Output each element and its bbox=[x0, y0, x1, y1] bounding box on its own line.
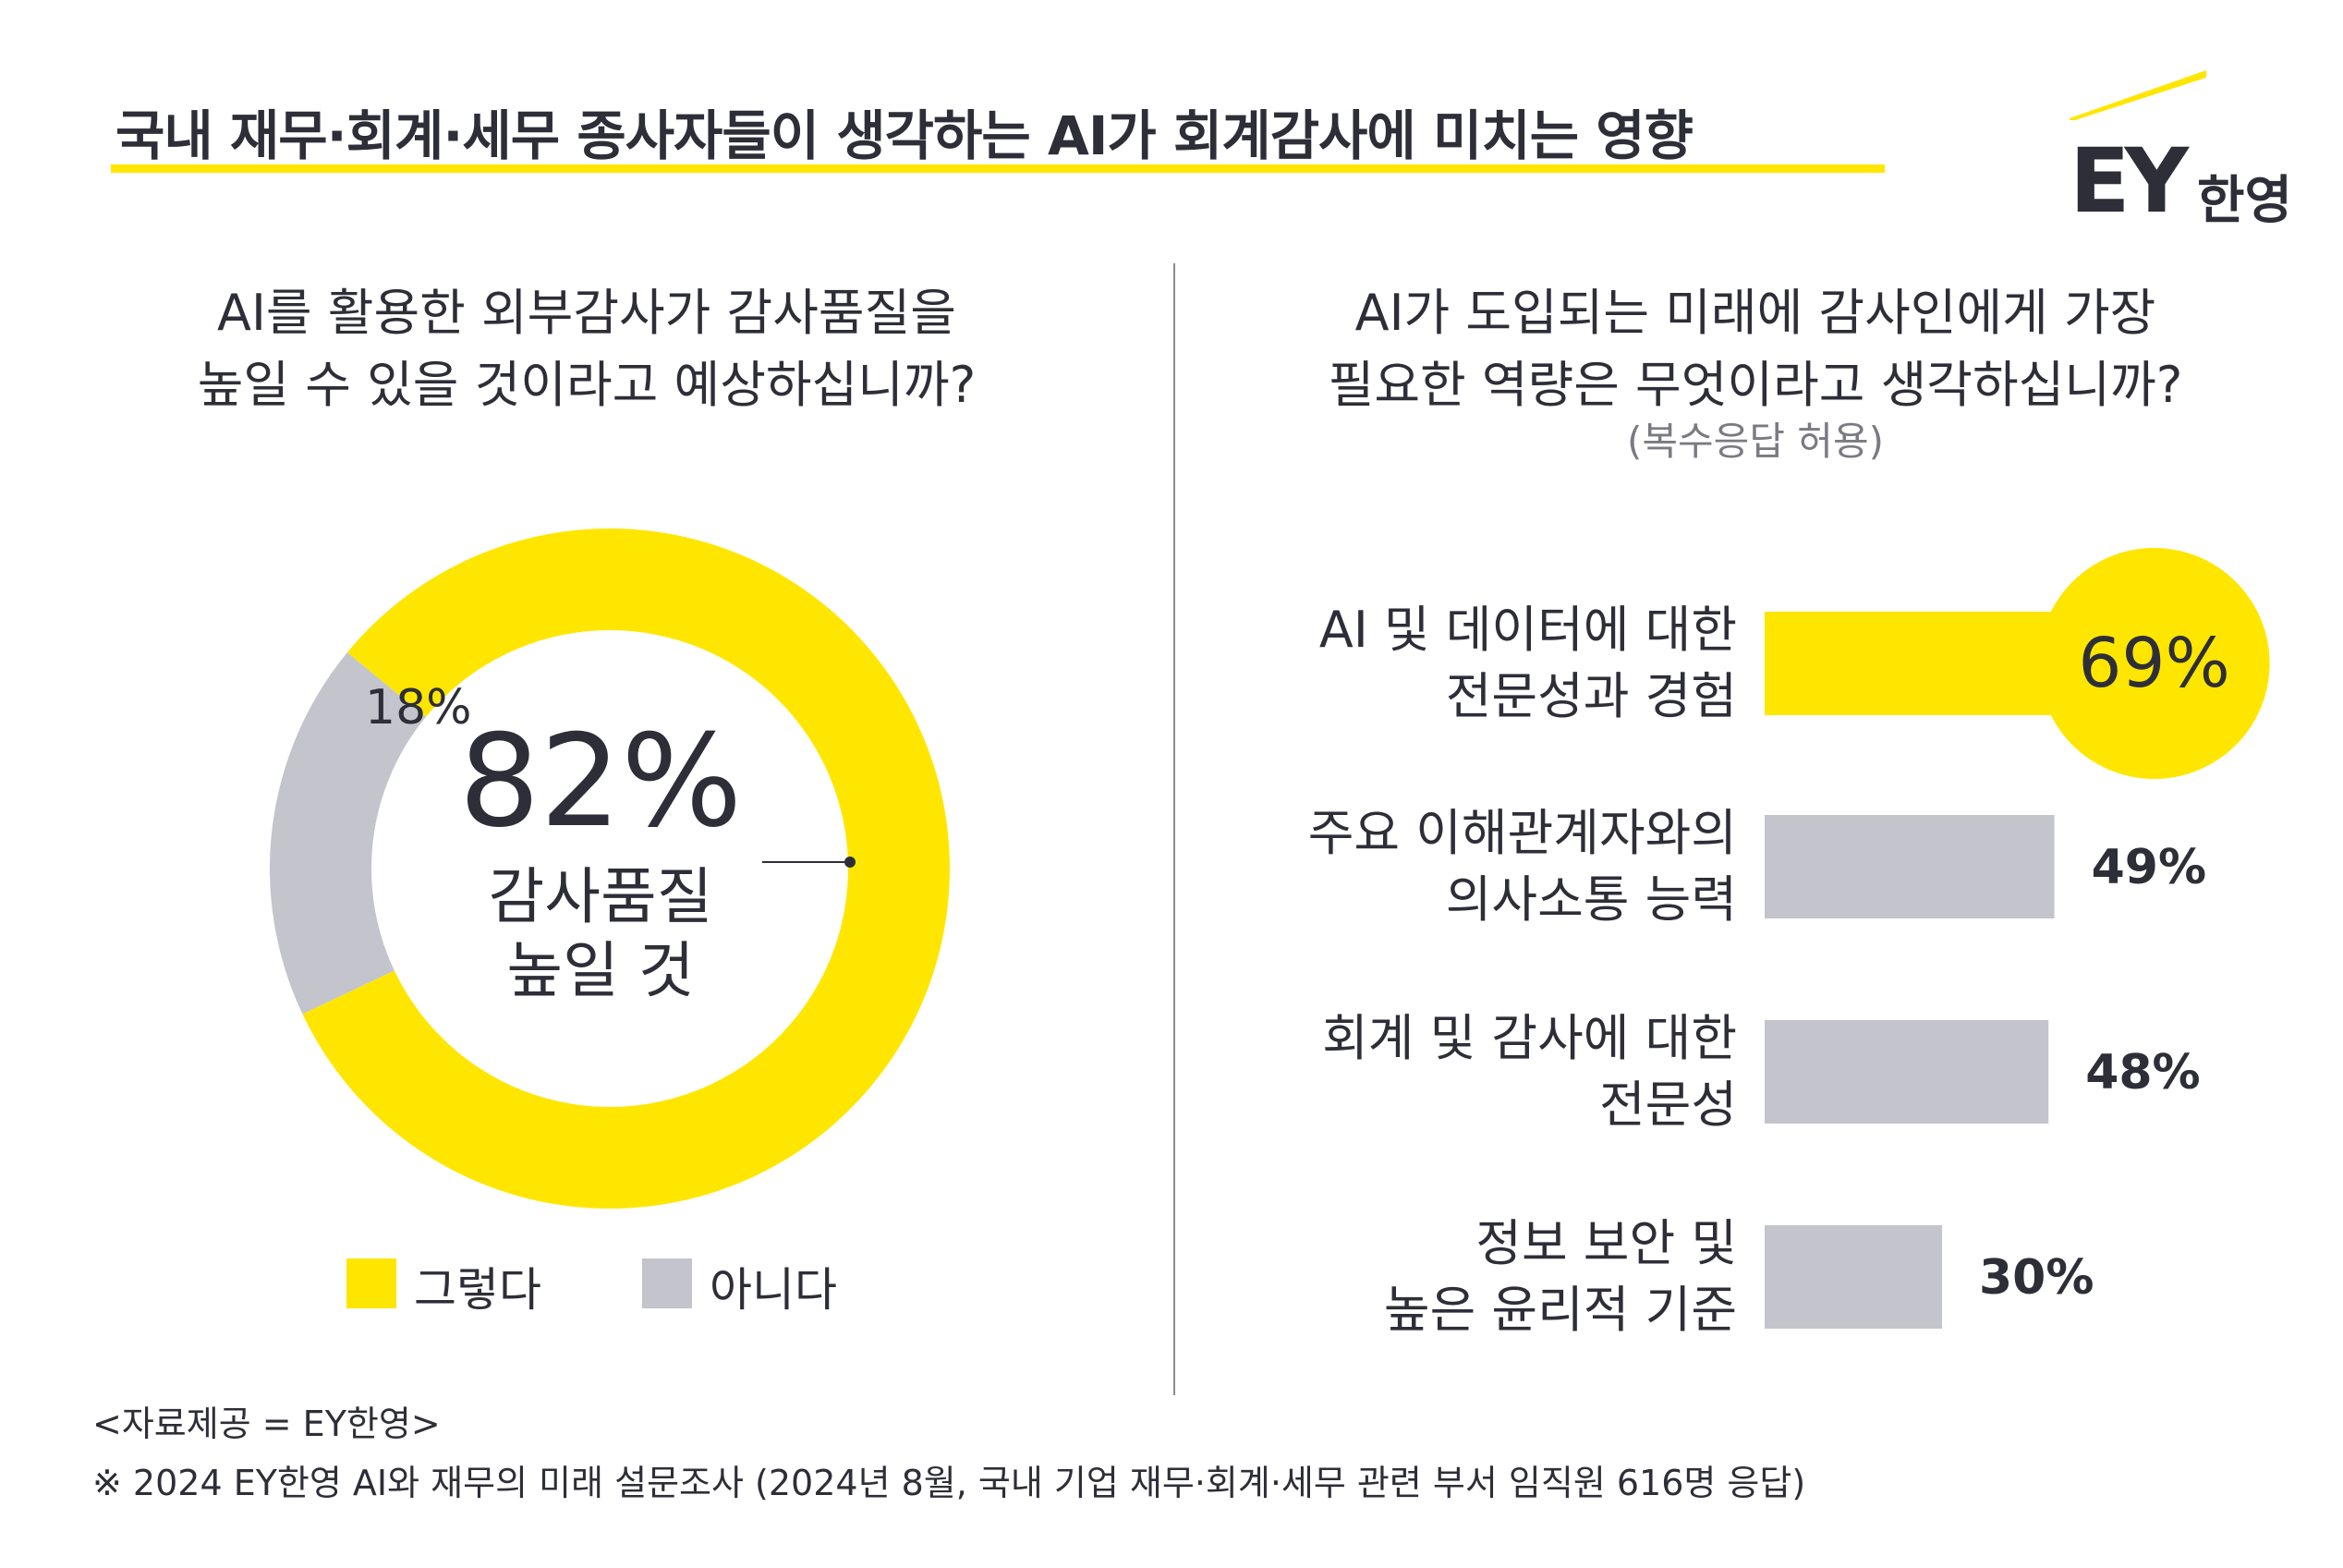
bar-category-label: 회계 및 감사에 대한 전문성 bbox=[1146, 1005, 1737, 1138]
title-underline bbox=[111, 164, 1885, 173]
right-question: AI가 도입되는 미래에 감사인에게 가장 필요한 역량은 무엇이라고 생각하십… bbox=[1201, 277, 2310, 421]
legend-label-no: 아니다 bbox=[710, 1263, 837, 1317]
donut-chart: 18% 82% 감사품질 높일 것 bbox=[269, 529, 951, 1209]
bar-category-label: 주요 이해관계자와의 의사소통 능력 bbox=[1146, 800, 1737, 933]
right-question-line: AI가 도입되는 미래에 감사인에게 가장 bbox=[1354, 284, 2156, 342]
ey-logo-beam-icon bbox=[2070, 70, 2206, 120]
legend-swatch-no bbox=[642, 1258, 692, 1308]
multiple-response-note: (복수응답 허용) bbox=[1627, 419, 1884, 464]
highlight-circle bbox=[2038, 548, 2270, 779]
left-question-line: 높일 수 있을 것이라고 예상하십니까? bbox=[197, 356, 977, 414]
bar-chart: 69% 49% 48% 30% bbox=[1765, 548, 2270, 1329]
bar-value-label: 49% bbox=[2092, 840, 2206, 895]
bar-category-label: AI 및 데이터에 대한 전문성과 경험 bbox=[1146, 597, 1737, 730]
bar-category-line: 전문성과 경험 bbox=[1445, 667, 1737, 725]
legend-label-yes: 그렇다 bbox=[414, 1263, 541, 1317]
bar bbox=[1765, 1225, 1942, 1329]
bar-category-line: AI 및 데이터에 대한 bbox=[1318, 601, 1737, 659]
legend-swatch-yes bbox=[346, 1258, 396, 1308]
bar-category-line: 회계 및 감사에 대한 bbox=[1322, 1009, 1737, 1067]
bar-category-line: 전문성 bbox=[1598, 1076, 1737, 1134]
bar-category-label: 정보 보안 및 높은 윤리적 기준 bbox=[1146, 1210, 1737, 1343]
donut-slice-yes bbox=[302, 529, 951, 1209]
center-caption-line: 감사품질 bbox=[489, 861, 713, 932]
page-title: 국내 재무·회계·세무 종사자들이 생각하는 AI가 회계감사에 미치는 영향 bbox=[115, 104, 1694, 167]
ey-logo: EY bbox=[2070, 129, 2189, 233]
ey-logo-sub: 한영 bbox=[2197, 171, 2293, 231]
bar bbox=[1765, 815, 2055, 918]
bar-category-line: 의사소통 능력 bbox=[1445, 870, 1737, 929]
source-credit: <자료제공 = EY한영> bbox=[92, 1404, 441, 1444]
left-question: AI를 활용한 외부감사가 감사품질을 높일 수 있을 것이라고 예상하십니까? bbox=[92, 277, 1081, 421]
survey-note: ※ 2024 EY한영 AI와 재무의 미래 설문조사 (2024년 8월, 국… bbox=[92, 1463, 1806, 1503]
bar-category-line: 높은 윤리적 기준 bbox=[1383, 1281, 1737, 1339]
bar-category-line: 주요 이해관계자와의 bbox=[1307, 804, 1737, 862]
bar-value-label: 30% bbox=[1979, 1250, 2094, 1306]
slice-label-no: 18% bbox=[365, 680, 472, 735]
bar-category-line: 정보 보안 및 bbox=[1475, 1214, 1737, 1272]
center-value: 82% bbox=[459, 707, 743, 856]
bar bbox=[1765, 1020, 2049, 1124]
left-question-line: AI를 활용한 외부감사가 감사품질을 bbox=[217, 284, 956, 342]
callout-dot bbox=[844, 857, 856, 868]
donut-slice-no bbox=[269, 652, 426, 1015]
center-caption-line: 높일 것 bbox=[506, 935, 694, 1006]
section-divider bbox=[1173, 263, 1175, 1395]
bar-value-label: 69% bbox=[2078, 624, 2229, 703]
bar-value-label: 48% bbox=[2085, 1045, 2200, 1100]
right-question-line: 필요한 역량은 무엇이라고 생각하십니까? bbox=[1328, 356, 2183, 414]
